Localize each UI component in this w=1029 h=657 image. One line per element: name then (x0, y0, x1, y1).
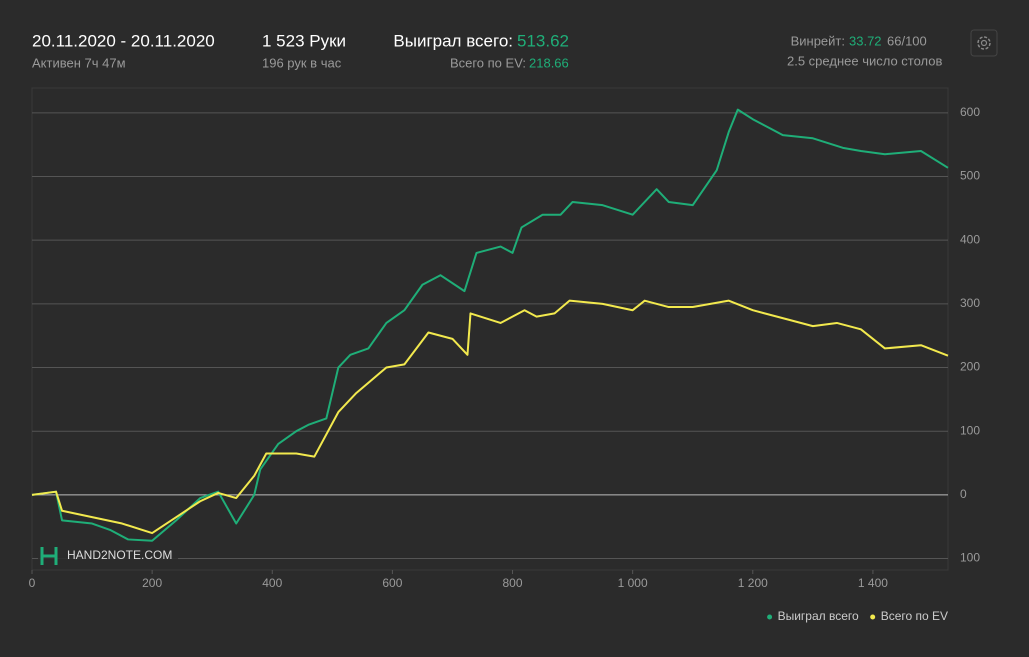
logo (40, 547, 58, 565)
x-tick-label: 1 200 (738, 576, 768, 590)
x-tick-label: 400 (262, 576, 282, 590)
x-tick-label: 1 400 (858, 576, 888, 590)
active-time: Активен 7ч 47м (32, 55, 126, 70)
winrate-value: 33.72 (849, 33, 882, 48)
y-tick-label: 600 (960, 105, 980, 119)
x-tick-label: 200 (142, 576, 162, 590)
series-line (31, 108, 949, 542)
x-tick-label: 0 (29, 576, 36, 590)
winrate-sample: 66/100 (887, 33, 927, 48)
watermark: HAND2NOTE.COM (38, 545, 178, 567)
watermark-bg (38, 545, 178, 567)
x-tick-label: 1 000 (618, 576, 648, 590)
date-range: 20.11.2020 - 20.11.2020 (32, 31, 215, 50)
won-label: Выиграл всего: (393, 31, 513, 50)
y-tick-label: 200 (960, 360, 980, 374)
settings-frame[interactable] (970, 29, 998, 57)
ev-value: 218.66 (529, 55, 569, 70)
hands-per-hour: 196 рук в час (262, 55, 342, 70)
legend-marker (870, 614, 876, 620)
won-value: 513.62 (517, 31, 569, 50)
legend-marker (767, 614, 773, 620)
x-tick-label: 600 (382, 576, 402, 590)
y-tick-label: 0 (960, 487, 967, 501)
series-line (31, 299, 949, 535)
x-tick-label: 800 (503, 576, 523, 590)
winrate-label: Винрейт: (791, 33, 845, 48)
settings-gear-hub[interactable] (980, 39, 988, 47)
y-tick-label: 100 (960, 551, 980, 565)
legend-label: Выиграл всего (778, 609, 859, 623)
plot-area (31, 87, 949, 571)
y-tick-label: 400 (960, 232, 980, 246)
y-tick-label: 500 (960, 169, 980, 183)
avg-tables: 2.5 среднее число столов (787, 53, 943, 68)
watermark-text: HAND2NOTE.COM (67, 548, 172, 562)
hands: 1 523 Руки (262, 31, 346, 50)
y-tick-label: 300 (960, 296, 980, 310)
ev-label: Всего по EV: (450, 55, 526, 70)
legend-label: Всего по EV (881, 609, 948, 623)
y-tick-label: 100 (960, 423, 980, 437)
settings-button[interactable] (970, 29, 998, 57)
settings-gear[interactable] (977, 36, 991, 50)
